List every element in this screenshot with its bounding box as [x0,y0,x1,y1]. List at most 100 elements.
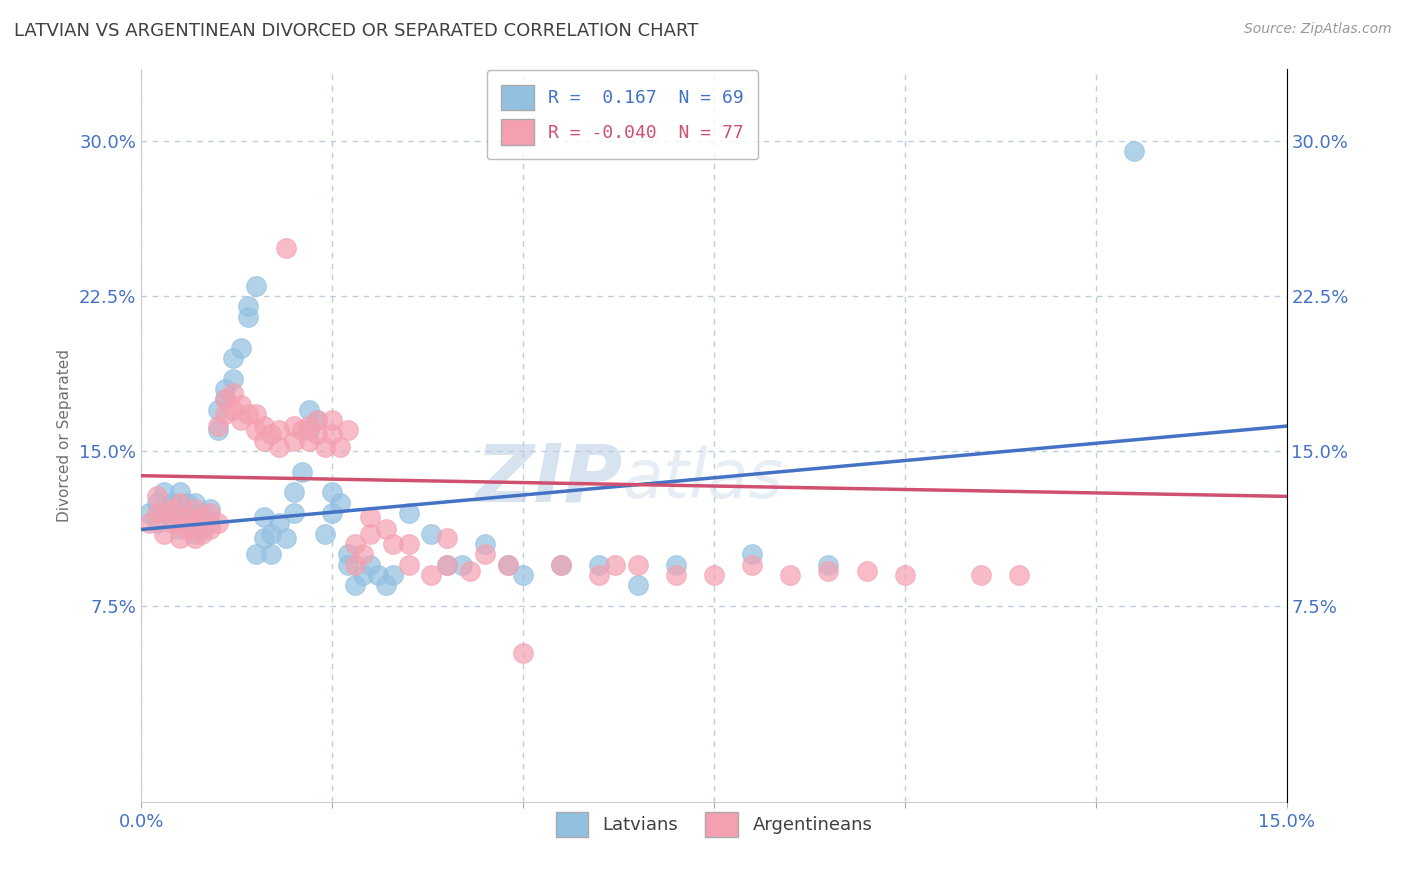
Point [291,465,314,479]
Point [420,568,443,582]
Point [474,547,496,561]
Point [321,427,343,442]
Point [191,506,214,520]
Point [145,489,167,503]
Point [184,510,207,524]
Point [291,423,314,437]
Point [160,501,183,516]
Point [267,440,290,454]
Point [321,506,343,520]
Point [153,485,176,500]
Point [305,413,328,427]
Point [176,523,198,537]
Point [627,578,650,592]
Point [398,506,420,520]
Point [741,547,763,561]
Point [588,558,610,572]
Point [214,392,236,407]
Point [160,510,183,524]
Point [741,558,763,572]
Text: ZIP: ZIP [475,441,623,518]
Point [894,568,917,582]
Point [276,531,298,545]
Point [321,413,343,427]
Point [145,495,167,509]
Point [229,341,252,355]
Point [374,523,396,537]
Point [252,531,274,545]
Point [276,241,298,255]
Point [550,558,572,572]
Point [336,423,359,437]
Point [336,558,359,572]
Point [352,568,374,582]
Point [169,516,191,531]
Point [367,568,389,582]
Point [817,558,839,572]
Point [138,516,160,531]
Point [184,526,207,541]
Point [245,547,267,561]
Point [321,485,343,500]
Point [436,558,458,572]
Point [496,558,519,572]
Point [436,558,458,572]
Text: Source: ZipAtlas.com: Source: ZipAtlas.com [1244,22,1392,37]
Point [169,495,191,509]
Point [245,423,267,437]
Point [198,506,221,520]
Point [153,526,176,541]
Point [191,526,214,541]
Point [436,531,458,545]
Point [267,516,290,531]
Point [169,506,191,520]
Point [344,578,367,592]
Point [512,568,534,582]
Point [169,531,191,545]
Point [214,392,236,407]
Point [207,516,229,531]
Point [145,516,167,531]
Point [260,547,283,561]
Point [550,558,572,572]
Point [1008,568,1031,582]
Point [329,440,352,454]
Point [283,434,305,448]
Point [603,558,626,572]
Point [305,413,328,427]
Point [512,647,534,661]
Point [703,568,725,582]
Point [229,413,252,427]
Point [169,523,191,537]
Point [198,523,221,537]
Point [184,531,207,545]
Point [145,506,167,520]
Point [352,547,374,561]
Point [474,537,496,551]
Point [207,423,229,437]
Point [184,516,207,531]
Point [382,537,405,551]
Point [252,510,274,524]
Point [245,407,267,421]
Point [214,382,236,396]
Point [855,564,877,578]
Point [627,558,650,572]
Point [160,516,183,531]
Point [344,537,367,551]
Point [238,299,260,313]
Text: LATVIAN VS ARGENTINEAN DIVORCED OR SEPARATED CORRELATION CHART: LATVIAN VS ARGENTINEAN DIVORCED OR SEPAR… [14,22,699,40]
Point [359,526,381,541]
Point [283,485,305,500]
Point [207,402,229,417]
Point [260,427,283,442]
Point [222,371,245,385]
Point [283,419,305,434]
Point [267,423,290,437]
Point [176,510,198,524]
Point [198,516,221,531]
Point [344,558,367,572]
Point [336,547,359,561]
Point [184,501,207,516]
Point [214,407,236,421]
